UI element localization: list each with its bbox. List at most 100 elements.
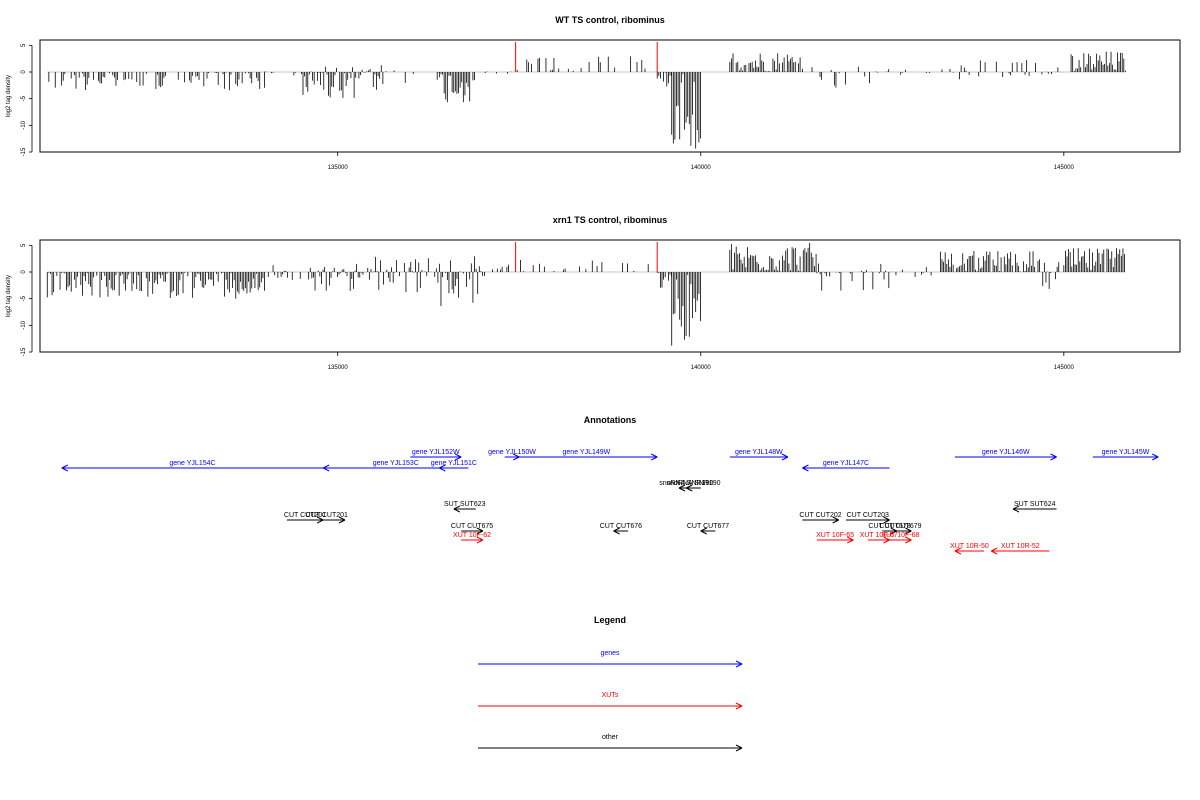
arrow-head (686, 487, 693, 492)
arrow-head (453, 505, 461, 510)
arrow-head (476, 527, 484, 532)
y-tick-label: 5 (21, 43, 27, 47)
arrow-head (802, 464, 809, 469)
feature-label: gene YJL150W (488, 449, 536, 456)
wt-panel-title: WT TS control, ribominus (555, 15, 665, 25)
feature-label: gene YJL147C (823, 460, 869, 467)
arrow-head (905, 536, 912, 541)
annotation-feature: gene YJL152W (410, 449, 462, 461)
feature-label: CUT CUT203 (847, 512, 889, 519)
arrow-head (700, 530, 707, 535)
arrow-head (735, 663, 743, 668)
annotation-feature: gene YJL146W (954, 449, 1057, 461)
arrow-head (1012, 505, 1020, 510)
legend-item-gene: genes (478, 650, 743, 668)
legend-label: XUTs (602, 692, 619, 699)
arrow-head (678, 487, 686, 492)
arrow-head (338, 516, 346, 521)
arrow-head (883, 519, 890, 524)
arrow-head (735, 702, 743, 707)
xrn1-panel-title: xrn1 TS control, ribominus (553, 215, 668, 225)
annotation-feature: snoRNA SNR190 (666, 480, 721, 492)
annotation-feature: gene YJL148W (729, 449, 789, 461)
annotation-feature: XUT 10F-67 (860, 532, 898, 544)
feature-label: CUT CUT202 (799, 512, 841, 519)
annotation-feature: SUT SUT623 (444, 501, 486, 513)
annotation-feature: gene YJL145W (1092, 449, 1159, 461)
arrow-head (802, 467, 809, 472)
arrow-head (678, 484, 686, 489)
annotation-feature: gene YJL147C (802, 460, 890, 472)
legend-item-xut: XUTs (478, 692, 743, 710)
wt-coverage-panel: WT TS control, ribominus log2 tag densit… (6, 15, 1181, 171)
x-tick-label: 140000 (691, 165, 712, 171)
feature-label: gene YJL153C (373, 460, 419, 467)
annotation-feature: gene YJL151C (431, 460, 477, 472)
annotation-feature: XUT 10F-62 (453, 532, 491, 544)
feature-label: XUT 10R-52 (1001, 543, 1040, 550)
arrow-head (954, 547, 962, 552)
arrow-head (1151, 456, 1159, 461)
feature-label: CUT CUT677 (687, 523, 729, 530)
arrow-head (61, 467, 69, 472)
x-tick-label: 135000 (328, 165, 349, 171)
arrow-head (1050, 453, 1057, 458)
xrn1-boundary-markers (515, 242, 658, 272)
arrow-head (832, 516, 839, 521)
arrow-head (1151, 453, 1159, 458)
arrow-head (476, 536, 484, 541)
legend-label: other (602, 734, 619, 741)
arrow-head (454, 453, 462, 458)
legend-label: genes (600, 650, 620, 657)
annotation-feature: CUT CUT202 (799, 512, 842, 524)
arrow-head (883, 539, 890, 544)
arrow-head (476, 539, 484, 544)
xrn1-plot-frame (39, 239, 1181, 353)
feature-label: gene YJL154C (169, 460, 215, 467)
y-tick-label: -5 (21, 95, 27, 101)
arrow-head (613, 530, 620, 535)
wt-boundary-markers (515, 42, 658, 72)
arrow-head (1050, 456, 1057, 461)
arrow-head (453, 508, 461, 513)
feature-label: XUT 10F-65 (816, 532, 854, 539)
annotation-feature: gene YJL150W (488, 449, 536, 461)
feature-label: gene YJL151C (431, 460, 477, 467)
arrow-head (650, 453, 658, 458)
arrow-head (781, 456, 789, 461)
feature-label: CUT CUT201 (306, 512, 348, 519)
x-tick-label: 140000 (691, 365, 712, 371)
arrow-head (476, 530, 484, 535)
feature-label: gene YJL149W (563, 449, 611, 456)
arrow-head (883, 536, 890, 541)
feature-label: CUT CUT679 (879, 523, 921, 530)
annotation-feature: XUT 10F-65 (816, 532, 854, 544)
arrow-head (613, 527, 620, 532)
arrow-head (454, 456, 462, 461)
annotation-feature: gene YJL154C (61, 460, 324, 472)
feature-label: gene YJL145W (1102, 449, 1150, 456)
xrn1-coverage-panel: xrn1 TS control, ribominus log2 tag dens… (6, 215, 1181, 371)
annotation-feature: CUT CUT677 (687, 523, 729, 535)
arrow-head (905, 539, 912, 544)
arrow-head (700, 527, 707, 532)
arrow-head (439, 467, 446, 472)
y-tick-label: 5 (21, 243, 27, 247)
annotation-feature: CUT CUT201 (306, 512, 348, 524)
annotation-feature: XUT 10R-52 (990, 543, 1050, 555)
arrow-head (686, 484, 693, 489)
y-tick-label: -15 (21, 347, 27, 356)
arrow-head (650, 456, 658, 461)
arrow-head (735, 660, 743, 665)
wt-y-axis: 5 0 -5 -10 -15 (21, 43, 33, 156)
arrow-head (847, 539, 854, 544)
arrow-head (781, 453, 789, 458)
y-tick-label: -10 (21, 120, 27, 129)
feature-label: CUT CUT675 (451, 523, 493, 530)
arrow-head (735, 744, 743, 749)
y-tick-label: -15 (21, 147, 27, 156)
arrow-head (439, 464, 446, 469)
arrow-head (905, 530, 912, 535)
feature-label: snoRNA SNR190 (659, 480, 713, 487)
legend-items: genes XUTs other (478, 650, 743, 752)
